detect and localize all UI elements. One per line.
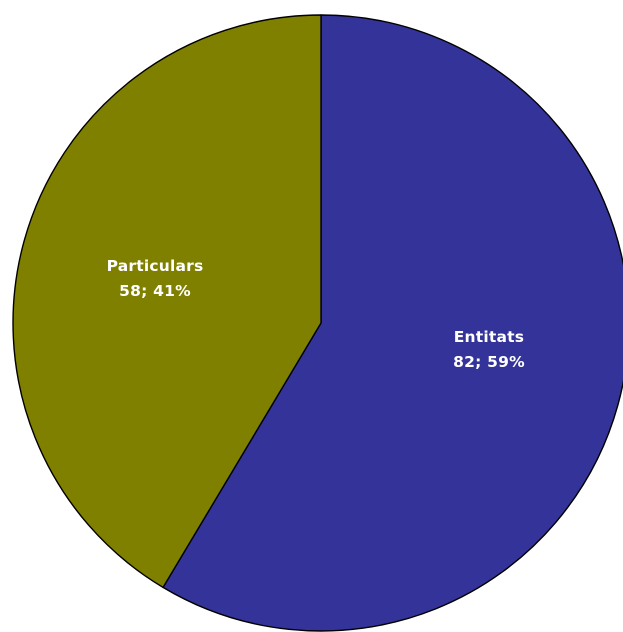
slice-label-particulars-value: 58; 41% [119,282,191,300]
pie-slice-entitats [162,14,623,632]
slice-label-entitats-value: 82; 59% [453,353,525,371]
slice-label-particulars-name: Particulars [107,257,204,275]
pie-slices [12,14,623,632]
pie-slice-particulars [12,14,322,589]
slice-label-entitats-name: Entitats [454,328,524,346]
